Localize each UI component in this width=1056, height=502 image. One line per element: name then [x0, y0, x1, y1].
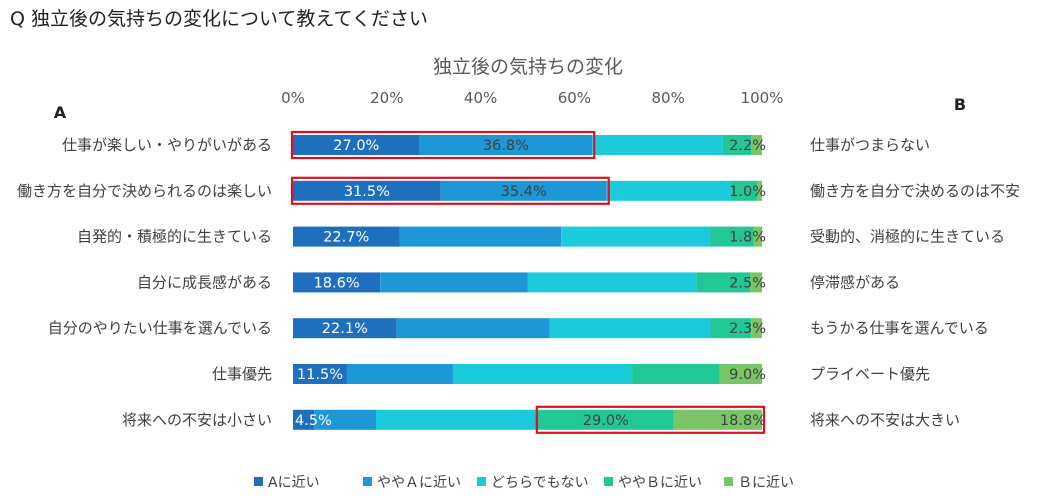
row-left-label: 働き方を自分で決められるのは楽しい	[17, 182, 272, 200]
row-left-label: 自発的・積極的に生きている	[77, 228, 272, 246]
data-label: 1.0%	[729, 184, 766, 200]
data-label: 2.2%	[729, 138, 766, 154]
data-label: 27.0%	[333, 138, 379, 154]
bar-segment	[592, 135, 723, 155]
bar-segment	[757, 180, 762, 201]
row-right-label: 働き方を自分で決めるのは不安	[810, 182, 1020, 200]
bar-segment	[293, 364, 347, 384]
bar-segment	[452, 364, 633, 384]
legend-label: Aに近い	[268, 475, 320, 491]
bar-segment	[731, 180, 758, 201]
data-label: 36.8%	[483, 138, 529, 154]
data-label: 1.8%	[729, 230, 766, 246]
data-label: 31.5%	[344, 184, 390, 200]
row-right-label: 停滞感がある	[810, 273, 900, 291]
bar-segment	[751, 318, 762, 339]
bar-segment	[750, 272, 762, 293]
bar-segment	[293, 226, 400, 247]
bar-segment	[710, 226, 754, 247]
row-right-label: もうかる仕事を選んでいる	[810, 319, 989, 337]
bar-segment	[527, 272, 697, 293]
x-tick-label: 20%	[370, 89, 403, 107]
bar-segment	[606, 180, 732, 201]
bar-segment	[537, 409, 674, 430]
x-tick-label: 100%	[741, 89, 784, 107]
data-label: 22.7%	[323, 230, 369, 246]
bar-segment	[753, 226, 762, 247]
bar-segment	[293, 180, 441, 201]
x-tick-label: 40%	[464, 89, 497, 107]
right-header: B	[954, 95, 966, 114]
legend-swatch	[604, 477, 613, 486]
bar-segment	[376, 409, 538, 430]
row-left-label: 自分に成長感がある	[137, 273, 272, 291]
bar-segment	[632, 364, 720, 384]
data-label: 11.5%	[297, 367, 343, 383]
highlight-box	[290, 176, 610, 205]
bar-segment	[346, 364, 453, 384]
bar-segment	[696, 272, 751, 293]
legend-label: どちらでもない	[491, 475, 589, 491]
bar-segment	[293, 135, 420, 155]
x-tick-label: 80%	[652, 89, 685, 107]
row-left-label: 将来への不安は小さい	[122, 411, 272, 429]
data-label: 2.3%	[729, 321, 766, 337]
highlight-box	[535, 405, 766, 434]
bar-segment	[549, 318, 711, 339]
bar-segment	[380, 272, 528, 293]
chart-title: 独立後の気持ちの変化	[433, 56, 623, 78]
legend-label: ややＢに近い	[618, 475, 702, 491]
legend-label: ややＡに近い	[377, 475, 461, 491]
data-label: 29.0%	[583, 413, 629, 429]
bar-segment	[314, 409, 377, 430]
row-left-label: 仕事優先	[212, 365, 272, 383]
bar-segment	[710, 318, 752, 339]
legend-swatch	[254, 477, 263, 486]
legend-swatch	[363, 477, 372, 486]
row-right-label: 仕事がつまらない	[810, 136, 930, 154]
legend-swatch	[477, 477, 486, 486]
bar-segment	[673, 409, 762, 430]
bar-segment	[722, 135, 752, 155]
bar-segment	[719, 364, 762, 384]
bar-segment	[293, 318, 397, 339]
highlight-box	[290, 130, 596, 160]
bar-segment	[293, 409, 315, 430]
left-header: A	[54, 103, 67, 122]
data-label: 35.4%	[501, 184, 547, 200]
bar-segment	[396, 318, 550, 339]
data-label: 18.6%	[314, 275, 360, 291]
legend-label: Ｂに近い	[738, 475, 794, 491]
bar-segment	[293, 272, 381, 293]
bar-segment	[751, 135, 762, 155]
data-label: 4.5%	[295, 413, 332, 429]
data-label: 2.5%	[729, 275, 766, 291]
row-right-label: 受動的、消極的に生きている	[810, 228, 1005, 246]
bar-segment	[561, 226, 711, 247]
bar-segment	[440, 180, 607, 201]
bar-segment	[399, 226, 562, 247]
row-right-label: プライベート優先	[810, 365, 930, 383]
legend-swatch	[724, 477, 733, 486]
data-label: 18.8%	[720, 413, 766, 429]
x-tick-label: 60%	[558, 89, 591, 107]
data-label: 22.1%	[322, 321, 368, 337]
x-tick-label: 0%	[281, 89, 305, 107]
bar-segment	[419, 135, 593, 155]
row-left-label: 自分のやりたい仕事を選んでいる	[48, 319, 272, 337]
row-left-label: 仕事が楽しい・やりがいがある	[62, 136, 272, 154]
question-text: Q 独立後の気持ちの変化について教えてください	[10, 8, 428, 30]
row-right-label: 将来への不安は大きい	[810, 411, 960, 429]
data-label: 9.0%	[729, 367, 766, 383]
